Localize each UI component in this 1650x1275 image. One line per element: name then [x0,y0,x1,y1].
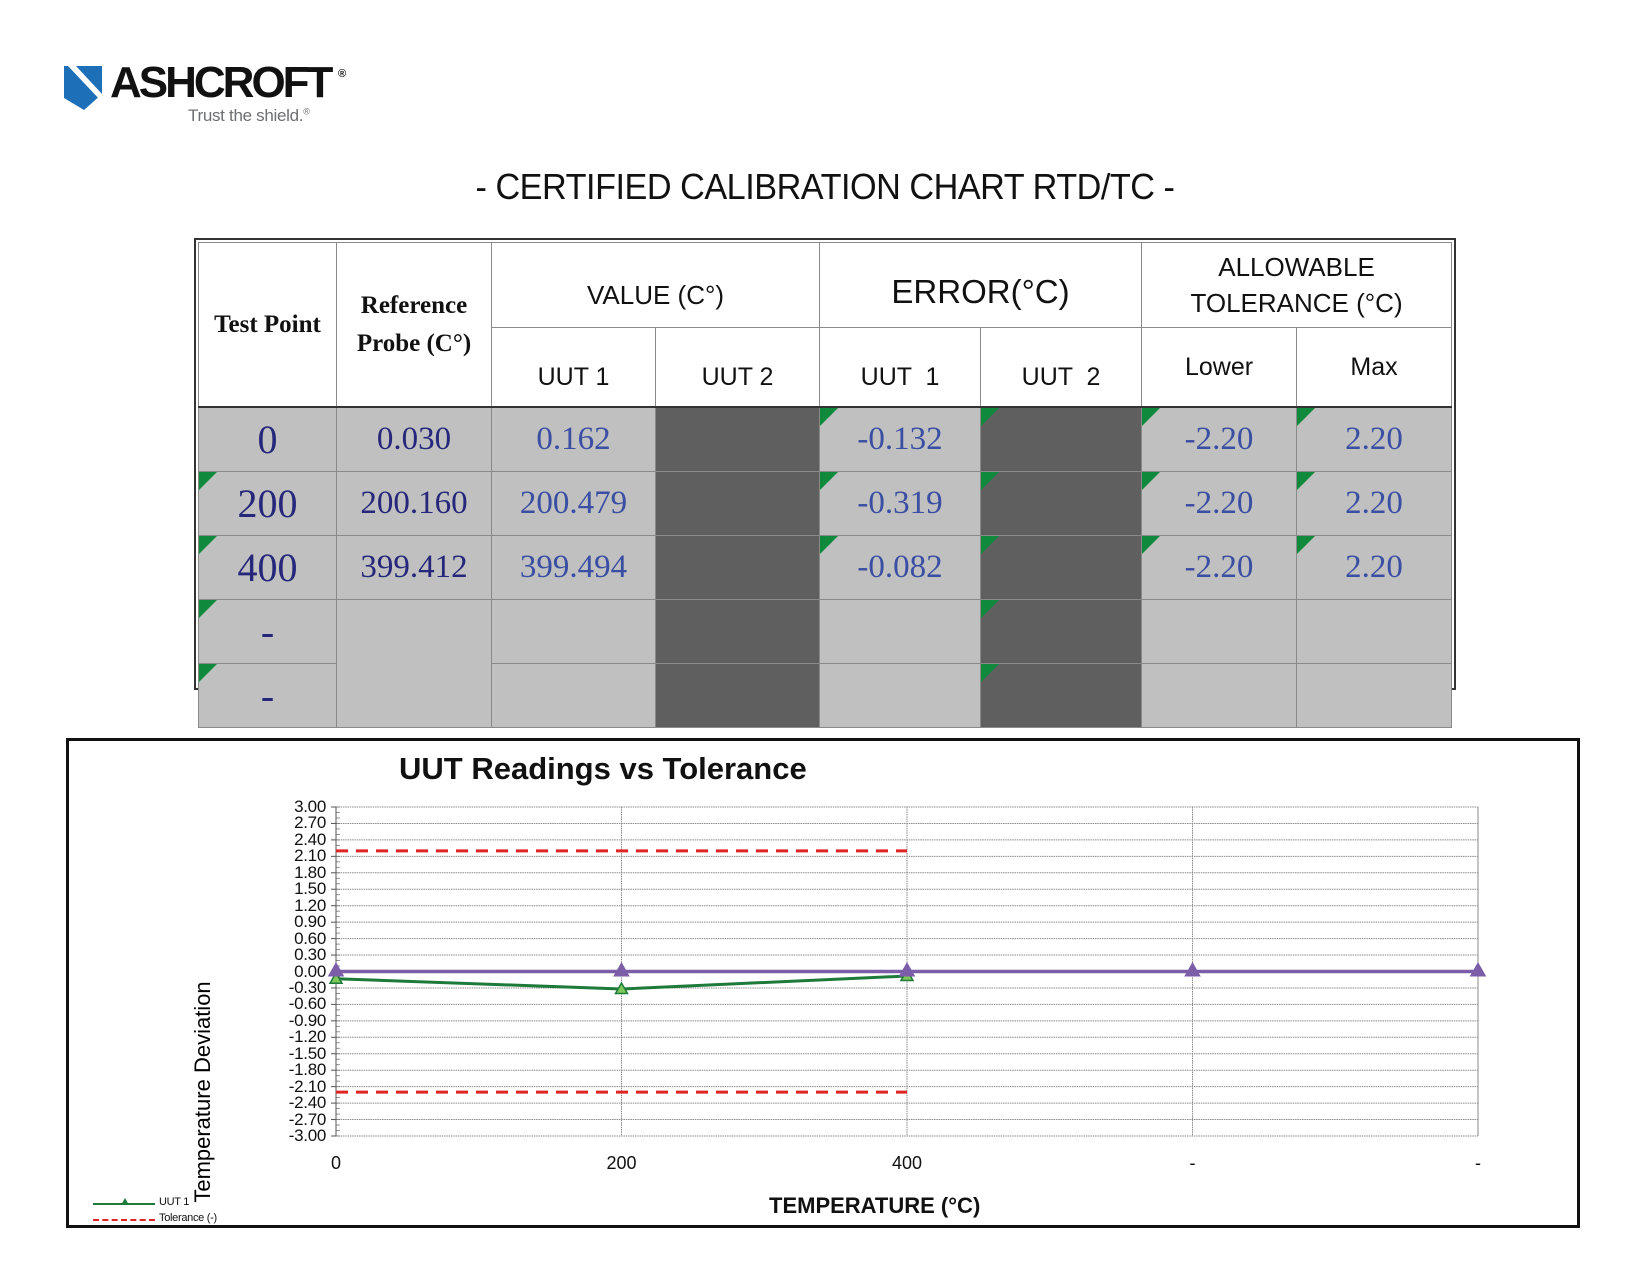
header-error-group: ERROR(°C) [819,242,1143,328]
cell-tol-lower[interactable]: -2.20 [1141,535,1298,600]
cell-reference[interactable] [336,599,492,728]
cell-error-uut1[interactable] [819,599,982,664]
cell-reference[interactable]: 200.160 [336,471,492,536]
legend-swatch-dashed [93,1219,155,1221]
cell-tol-max[interactable]: 2.20 [1296,406,1453,472]
y-tick-label: -1.20 [288,1027,327,1047]
y-tick-label: -0.60 [288,994,327,1014]
brand-tagline: Trust the shield.® [188,106,310,125]
cell-tol-lower[interactable] [1141,599,1298,664]
y-tick-label: 2.10 [294,846,326,866]
cell-test-point[interactable]: 0 [198,406,337,472]
calibration-table: Test Point Reference Probe (C°) VALUE (C… [194,238,1456,728]
company-logo: ASHCROFT ® Trust the shield.® [62,58,362,132]
cell-test-point[interactable]: 400 [198,535,337,600]
y-tick-label: -3.00 [288,1126,327,1145]
table-row: 0 0.030 0.162 -0.132 -2.20 2.20 [198,406,1453,472]
cell-error-uut2[interactable] [980,599,1143,664]
header-tolerance-group: ALLOWABLE TOLERANCE (°C) [1141,242,1453,328]
y-tick-label: -2.10 [288,1076,327,1096]
x-tick-label: 0 [330,1153,341,1173]
cell-value-uut2[interactable] [654,406,821,472]
cell-value-uut2[interactable] [654,663,821,728]
brand-name: ASHCROFT [110,58,333,107]
header-test-point: Test Point [198,242,337,408]
y-tick-label: -0.90 [288,1010,327,1030]
cell-reference[interactable]: 399.412 [336,535,492,600]
y-tick-label: 2.40 [294,829,326,849]
header-value-uut1: UUT 1 [491,327,656,408]
y-tick-label: -2.70 [288,1109,327,1129]
table-row: - [198,599,1453,728]
cell-tol-lower[interactable] [1141,663,1298,728]
x-tick-label: 400 [891,1153,923,1173]
cell-value-uut1[interactable] [491,663,656,728]
x-axis-label: TEMPERATURE (°C) [769,1193,981,1218]
y-tick-label: -0.30 [288,977,327,997]
cell-error-uut2[interactable] [980,471,1143,536]
y-tick-label: 0.60 [294,928,326,948]
table-row: 200 200.160 200.479 -0.319 -2.20 2.20 [198,471,1453,536]
header-tol-max: Max [1296,327,1453,408]
cell-error-uut2[interactable] [980,663,1143,728]
cell-tol-max[interactable] [1296,663,1453,728]
registered-mark: ® [338,68,347,80]
header-reference-probe: Reference Probe (C°) [336,242,492,408]
cell-error-uut1[interactable]: -0.319 [819,471,982,536]
y-tick-label: 2.70 [294,813,326,833]
cell-error-uut2[interactable] [980,406,1143,472]
cell-error-uut1[interactable]: -0.082 [819,535,982,600]
cell-value-uut1[interactable] [491,599,656,664]
cell-test-point[interactable]: - [198,599,337,664]
cell-test-point[interactable]: 200 [198,471,337,536]
document-title: - CERTIFIED CALIBRATION CHART RTD/TC - [475,166,1175,207]
cell-value-uut2[interactable] [654,599,821,664]
y-tick-label: 0.00 [294,961,326,981]
header-error-uut1: UUT 1 [819,327,982,408]
x-tick-label: 200 [606,1153,637,1173]
chart-title: UUT Readings vs Tolerance [399,751,807,786]
triangle-marker-icon [121,1198,129,1205]
cell-value-uut1[interactable]: 0.162 [491,406,656,472]
header-value-group: VALUE (C°) [490,242,821,328]
y-tick-label: -1.80 [288,1060,327,1080]
cell-tol-lower[interactable]: -2.20 [1141,406,1298,472]
deviation-chart: UUT Readings vs Tolerance Temperature De… [66,738,1580,1228]
cell-tol-max[interactable]: 2.20 [1296,535,1453,600]
y-tick-label: 1.80 [294,862,326,882]
y-tick-label: 1.50 [294,879,326,899]
table-row: - [198,663,1453,728]
x-tick-label: - [1475,1153,1481,1173]
plot-area [327,806,1487,1137]
header-value-uut2: UUT 2 [654,327,821,408]
table-row: 400 399.412 399.494 -0.082 -2.20 2.20 [198,535,1453,600]
cell-tol-lower[interactable]: -2.20 [1141,471,1298,536]
cell-value-uut1[interactable]: 200.479 [491,471,656,536]
cell-error-uut2[interactable] [980,535,1143,600]
cell-reference[interactable]: 0.030 [336,406,492,472]
header-error-uut2: UUT 2 [980,327,1143,408]
y-tick-label: -2.40 [288,1093,327,1113]
cell-tol-max[interactable]: 2.20 [1296,471,1453,536]
cell-test-point[interactable]: - [198,663,337,728]
y-tick-label: 3.00 [294,797,326,816]
shield-icon [64,66,102,110]
cell-error-uut1[interactable]: -0.132 [819,406,982,472]
y-tick-label: 0.90 [294,912,326,932]
cell-error-uut1[interactable] [819,663,982,728]
y-tick-label: 0.30 [294,945,326,965]
cell-value-uut2[interactable] [654,535,821,600]
cell-value-uut2[interactable] [654,471,821,536]
x-tick-label: - [1189,1153,1196,1173]
y-tick-label: -1.50 [288,1043,327,1063]
header-tol-lower: Lower [1141,327,1298,408]
y-tick-label: 1.20 [294,895,326,915]
cell-value-uut1[interactable]: 399.494 [491,535,656,600]
cell-tol-max[interactable] [1296,599,1453,664]
